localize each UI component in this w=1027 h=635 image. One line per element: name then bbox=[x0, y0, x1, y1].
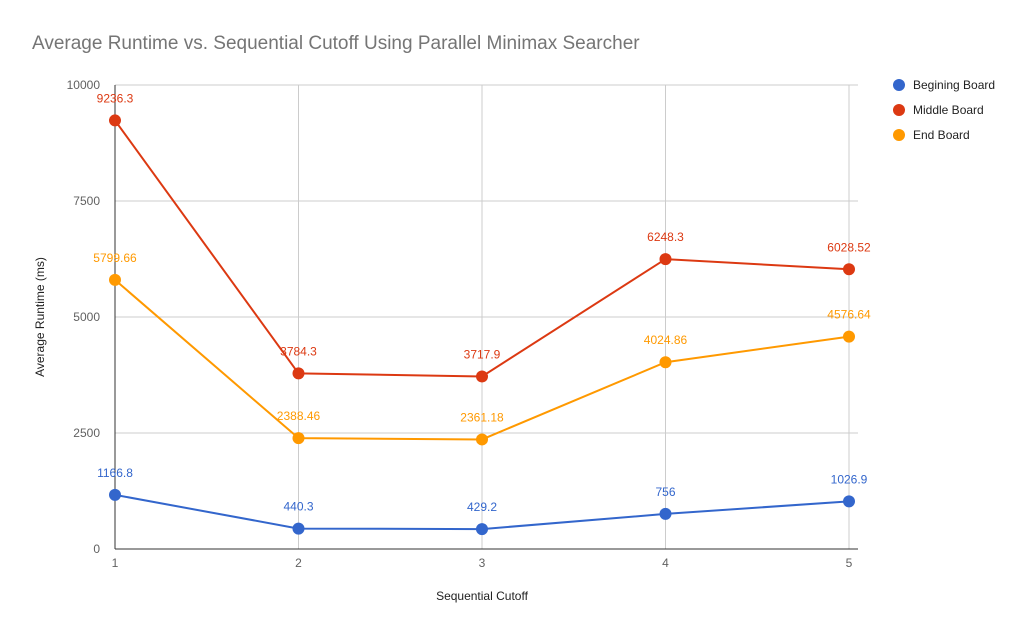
y-axis-title: Average Runtime (ms) bbox=[33, 257, 47, 377]
data-point-begining-board bbox=[476, 523, 488, 536]
legend-label-middle-board: Middle Board bbox=[913, 103, 984, 117]
chart-title: Average Runtime vs. Sequential Cutoff Us… bbox=[32, 33, 640, 54]
x-tick-label: 3 bbox=[479, 556, 486, 570]
data-label-begining-board: 1166.8 bbox=[97, 466, 133, 480]
series-lines bbox=[109, 114, 855, 536]
data-label-end-board: 2361.18 bbox=[460, 410, 504, 424]
y-tick-label: 10000 bbox=[67, 78, 101, 92]
data-point-end-board bbox=[109, 273, 121, 286]
data-label-middle-board: 9236.3 bbox=[97, 91, 134, 105]
data-labels: 1166.8 440.3 429.2 756 1026.9 9236.3 3784.3 371… bbox=[93, 91, 871, 514]
data-point-begining-board bbox=[109, 488, 121, 501]
data-label-begining-board: 756 bbox=[655, 485, 675, 499]
data-point-begining-board bbox=[292, 522, 305, 535]
data-label-begining-board: 429.2 bbox=[467, 500, 497, 514]
y-tick-label: 2500 bbox=[73, 426, 100, 440]
data-label-middle-board: 3784.3 bbox=[280, 344, 317, 358]
data-point-middle-board bbox=[843, 263, 855, 276]
x-axis-title: Sequential Cutoff bbox=[436, 589, 529, 603]
data-point-end-board bbox=[476, 433, 488, 446]
x-tick-label: 5 bbox=[846, 556, 853, 570]
data-point-begining-board bbox=[659, 507, 672, 520]
data-point-begining-board bbox=[843, 495, 855, 508]
legend-label-end-board: End Board bbox=[913, 128, 970, 142]
data-point-middle-board bbox=[659, 253, 672, 266]
legend-label-begining-board: Begining Board bbox=[913, 78, 995, 92]
data-label-end-board: 4576.64 bbox=[827, 308, 871, 322]
legend-marker-end-board bbox=[893, 129, 905, 141]
y-tick-label: 7500 bbox=[73, 194, 100, 208]
y-tick-label: 0 bbox=[93, 542, 100, 556]
data-point-end-board bbox=[292, 432, 305, 445]
data-point-middle-board bbox=[292, 367, 305, 380]
data-point-end-board bbox=[843, 330, 855, 343]
gridlines bbox=[115, 84, 858, 549]
data-label-end-board: 5799.66 bbox=[93, 251, 137, 265]
x-tick-label: 2 bbox=[295, 556, 302, 570]
x-tick-label: 1 bbox=[112, 556, 119, 570]
data-label-begining-board: 1026.9 bbox=[831, 472, 868, 486]
data-label-middle-board: 6028.52 bbox=[827, 240, 871, 254]
legend-marker-begining-board bbox=[893, 79, 905, 91]
axes: 0 2500 5000 7500 10000 1 2 3 4 5 bbox=[67, 78, 858, 570]
data-point-end-board bbox=[659, 356, 672, 369]
data-label-middle-board: 3717.9 bbox=[464, 347, 501, 361]
data-label-end-board: 2388.46 bbox=[277, 409, 321, 423]
data-point-middle-board bbox=[109, 114, 121, 127]
x-tick-label: 4 bbox=[662, 556, 669, 570]
y-tick-label: 5000 bbox=[73, 310, 100, 324]
legend-marker-middle-board bbox=[893, 104, 905, 116]
data-label-end-board: 4024.86 bbox=[644, 333, 688, 347]
legend: Begining Board Middle Board End Board bbox=[893, 78, 995, 142]
data-point-middle-board bbox=[476, 370, 488, 383]
data-label-begining-board: 440.3 bbox=[283, 500, 313, 514]
data-label-middle-board: 6248.3 bbox=[647, 230, 684, 244]
